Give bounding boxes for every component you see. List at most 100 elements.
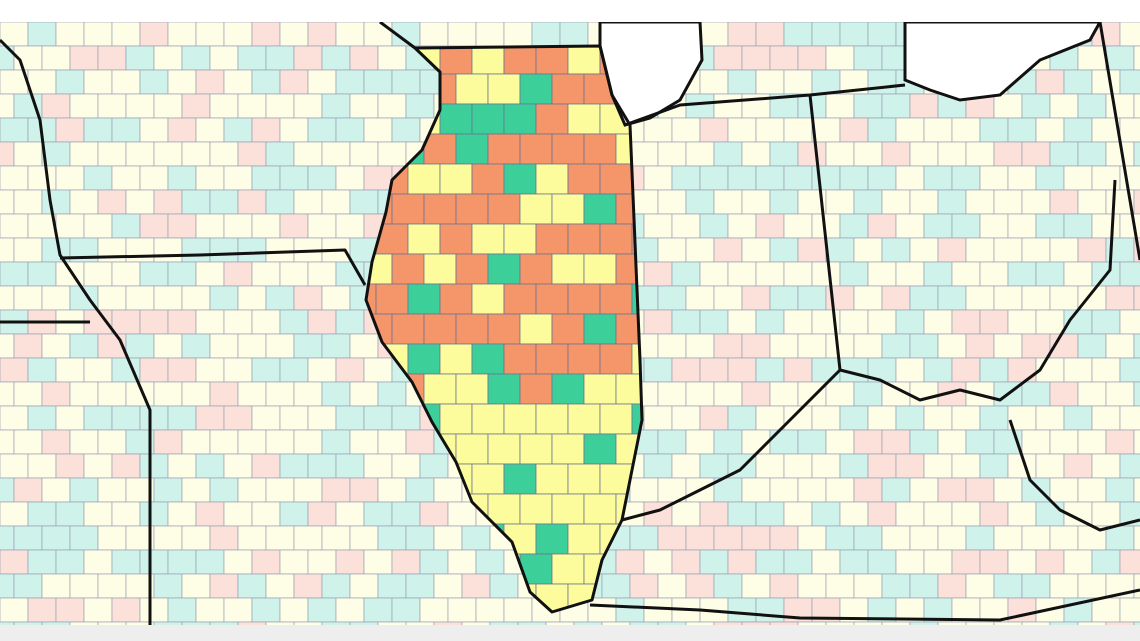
county: [811, 357, 841, 383]
county: [583, 133, 617, 165]
county: [713, 45, 743, 71]
county: [535, 46, 569, 75]
county: [643, 213, 673, 239]
county: [519, 193, 553, 225]
county: [391, 313, 425, 345]
county: [405, 477, 435, 503]
county: [599, 403, 633, 435]
county: [153, 429, 183, 455]
county: [1091, 69, 1121, 95]
county: [551, 433, 585, 465]
county: [13, 189, 43, 215]
county: [279, 453, 309, 479]
county: [643, 117, 673, 143]
county: [825, 573, 855, 599]
county: [727, 501, 757, 527]
county: [1035, 405, 1065, 431]
county: [923, 213, 953, 239]
county: [965, 285, 995, 311]
county: [1035, 69, 1065, 95]
county: [937, 621, 967, 625]
county: [265, 621, 295, 625]
county: [265, 477, 295, 503]
county: [407, 223, 441, 255]
county: [1091, 549, 1121, 575]
county: [237, 93, 267, 119]
county: [471, 223, 505, 255]
county: [111, 117, 141, 143]
county: [439, 46, 473, 75]
county: [979, 309, 1009, 335]
county: [1077, 477, 1107, 503]
county: [1119, 597, 1140, 623]
county: [407, 343, 441, 375]
county: [83, 453, 113, 479]
county: [713, 525, 743, 551]
county: [567, 523, 601, 555]
county: [223, 261, 253, 287]
county: [699, 165, 729, 191]
county: [0, 213, 29, 239]
county: [1007, 213, 1037, 239]
county: [419, 22, 449, 47]
county: [279, 213, 309, 239]
county: [713, 93, 743, 119]
county: [391, 597, 421, 623]
county: [265, 141, 295, 167]
county: [405, 621, 435, 625]
county: [825, 333, 855, 359]
county: [293, 333, 323, 359]
county: [867, 453, 897, 479]
county: [769, 333, 799, 359]
county: [825, 429, 855, 455]
county: [455, 73, 489, 105]
county: [755, 501, 785, 527]
county: [167, 549, 197, 575]
county: [979, 549, 1009, 575]
county: [993, 141, 1023, 167]
county: [27, 597, 57, 623]
county: [1021, 333, 1051, 359]
county: [27, 357, 57, 383]
county: [1063, 213, 1093, 239]
county: [83, 165, 113, 191]
county: [0, 93, 15, 119]
county: [377, 525, 407, 551]
county: [503, 223, 537, 255]
county: [27, 549, 57, 575]
county: [825, 189, 855, 215]
county: [349, 333, 379, 359]
county: [195, 453, 225, 479]
county: [251, 357, 281, 383]
county: [0, 621, 15, 625]
county: [1077, 333, 1107, 359]
county: [881, 93, 911, 119]
county: [629, 477, 659, 503]
county: [895, 501, 925, 527]
county: [293, 141, 323, 167]
county: [993, 93, 1023, 119]
county: [1091, 405, 1121, 431]
county: [535, 403, 569, 435]
county: [0, 165, 29, 191]
county: [251, 261, 281, 287]
county: [279, 357, 309, 383]
county: [965, 333, 995, 359]
county: [1077, 429, 1107, 455]
county: [195, 597, 225, 623]
county: [965, 141, 995, 167]
county: [699, 405, 729, 431]
county: [321, 525, 351, 551]
county: [55, 22, 85, 47]
county: [699, 501, 729, 527]
county: [41, 477, 71, 503]
county: [825, 93, 855, 119]
county: [551, 253, 585, 285]
county: [209, 429, 239, 455]
county: [1063, 165, 1093, 191]
county: [727, 213, 757, 239]
county: [1063, 117, 1093, 143]
county: [97, 525, 127, 551]
county: [895, 549, 925, 575]
county: [951, 501, 981, 527]
